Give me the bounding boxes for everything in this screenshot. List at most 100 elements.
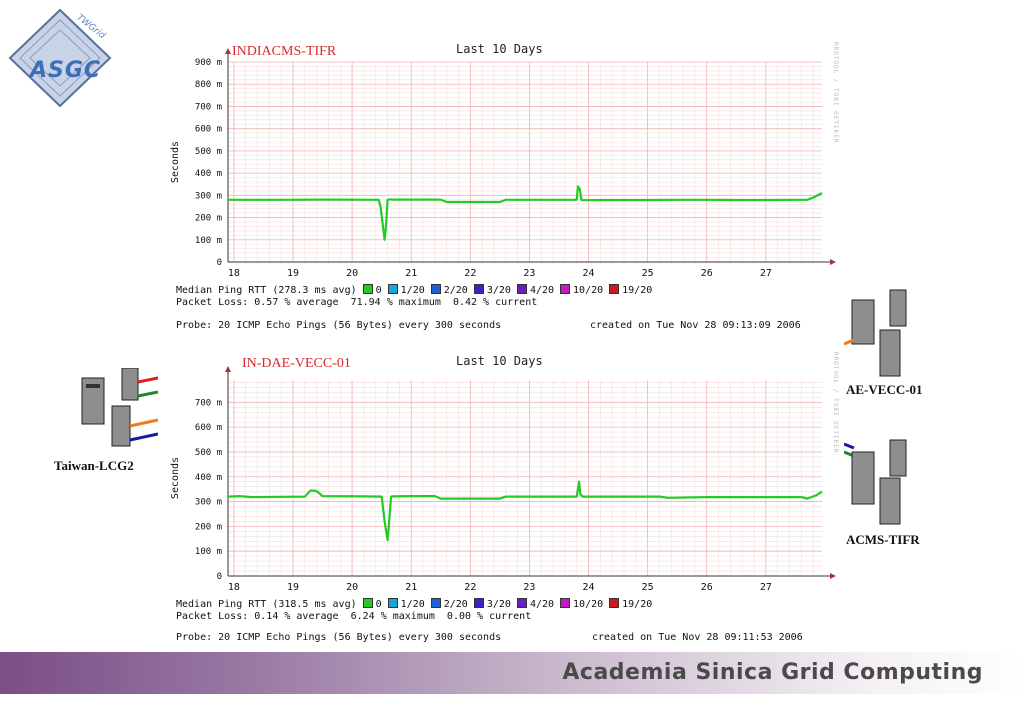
y-tick-label: 600 m	[195, 423, 222, 433]
chart-period: Last 10 Days	[456, 42, 543, 56]
legend-label: 10/20	[573, 285, 604, 296]
legend-swatch	[609, 598, 620, 608]
chart-legend: Median Ping RTT (318.5 ms avg) 0 1/20 2/20 3…	[176, 598, 652, 623]
y-tick-label: 100 m	[195, 236, 222, 246]
y-tick-label: 300 m	[195, 191, 222, 201]
loss-levels: 0 1/20 2/20 3/20 4/20 10/20 19/20	[357, 284, 653, 296]
x-tick-label: 18	[228, 268, 240, 279]
legend-label: 4/20	[529, 285, 555, 296]
legend-label: 19/20	[622, 599, 653, 610]
legend-swatch	[560, 284, 571, 294]
x-tick-label: 22	[464, 582, 476, 593]
x-tick-label: 20	[346, 582, 358, 593]
x-tick-label: 27	[760, 268, 772, 279]
x-tick-label: 24	[583, 268, 595, 279]
server-icon	[843, 289, 907, 377]
median-rtt: Median Ping RTT (278.3 ms avg)	[176, 285, 357, 296]
footer-text: Academia Sinica Grid Computing	[562, 660, 983, 685]
y-tick-label: 900 m	[195, 58, 222, 68]
probe-info: Probe: 20 ICMP Echo Pings (56 Bytes) eve…	[176, 320, 502, 331]
y-tick-label: 700 m	[195, 102, 222, 112]
x-tick-label: 19	[287, 268, 299, 279]
logo-text: ASGC	[30, 58, 102, 83]
legend-swatch	[560, 598, 571, 608]
legend-swatch	[387, 284, 398, 294]
y-tick-label: 600 m	[195, 125, 222, 135]
x-tick-label: 20	[346, 268, 358, 279]
x-tick-label: 27	[760, 582, 772, 593]
y-tick-label: 400 m	[195, 169, 222, 179]
y-tick-label: 800 m	[195, 80, 222, 90]
series-line	[227, 480, 823, 542]
y-tick-label: 700 m	[195, 398, 222, 408]
y-axis-arrow	[225, 366, 231, 372]
legend-label: 0	[375, 285, 382, 296]
y-axis-arrow	[225, 48, 231, 54]
legend-label: 3/20	[486, 285, 511, 296]
created-on: created on Tue Nov 28 09:13:09 2006	[590, 320, 801, 331]
legend-swatch	[362, 284, 373, 294]
logo-diamond-icon	[8, 8, 112, 108]
x-tick-label: 22	[464, 268, 476, 279]
legend-label: 1/20	[400, 285, 425, 296]
footer-banner: Academia Sinica Grid Computing	[0, 652, 1023, 694]
server-right-bottom	[843, 438, 914, 530]
y-tick-label: 200 m	[195, 522, 222, 532]
x-tick-label: 21	[405, 582, 417, 593]
y-tick-label: 400 m	[195, 473, 222, 483]
y-tick-label: 300 m	[195, 498, 222, 508]
legend-swatch	[609, 284, 620, 294]
y-tick-label: 200 m	[195, 214, 222, 224]
y-tick-label: 0	[217, 258, 222, 268]
x-axis-arrow	[830, 259, 836, 265]
server-icon	[843, 439, 907, 525]
y-tick-label: 0	[217, 572, 222, 582]
loss-levels: 0 1/20 2/20 3/20 4/20 10/20 19/20	[357, 598, 653, 610]
legend-label: 3/20	[486, 599, 511, 610]
x-tick-label: 23	[523, 582, 535, 593]
probe-info: Probe: 20 ICMP Echo Pings (56 Bytes) eve…	[176, 632, 502, 643]
legend-label: 0	[375, 599, 382, 610]
legend-label: 10/20	[573, 599, 604, 610]
ping-chart-2: 0 100 m 200 m 300 m 400 m 500 m 600 m 700 m 18 19…	[170, 366, 836, 593]
chart-legend: Median Ping RTT (278.3 ms avg) 0 1/20 2/20 3…	[176, 284, 652, 309]
created-on: created on Tue Nov 28 09:11:53 2006	[592, 632, 803, 643]
legend-swatch	[516, 598, 527, 608]
legend-label: 4/20	[529, 599, 555, 610]
chart-title: INDIACMS-TIFR	[232, 44, 337, 59]
rrdtool-credit: RRDTOOL / TOBI OETIKER	[832, 42, 839, 144]
x-tick-label: 23	[523, 268, 535, 279]
legend-swatch	[362, 598, 373, 608]
legend-label: 2/20	[443, 599, 468, 610]
x-tick-label: 26	[701, 268, 713, 279]
median-rtt: Median Ping RTT (318.5 ms avg)	[176, 599, 357, 610]
node-label-tifr: ACMS-TIFR	[846, 532, 920, 547]
node-label-vecc: AE-VECC-01	[846, 382, 923, 397]
legend-label: 19/20	[622, 285, 653, 296]
node-label-taiwan: Taiwan-LCG2	[54, 458, 134, 473]
x-tick-label: 24	[583, 582, 595, 593]
x-tick-label: 19	[287, 582, 299, 593]
y-axis-label: Seconds	[170, 457, 181, 499]
legend-label: 1/20	[400, 599, 425, 610]
legend-swatch	[430, 598, 441, 608]
x-tick-label: 25	[642, 268, 654, 279]
series-line	[228, 185, 823, 241]
legend-swatch	[387, 598, 398, 608]
chart-title: IN-DAE-VECC-01	[242, 356, 351, 371]
server-right-top	[843, 288, 914, 383]
chart-period: Last 10 Days	[456, 354, 543, 368]
ping-chart-1: 0 100 m 200 m 300 m 400 m 500 m 600 m 700 m 800 …	[170, 48, 836, 279]
legend-swatch	[516, 284, 527, 294]
x-tick-label: 26	[701, 582, 713, 593]
legend-swatch	[430, 284, 441, 294]
x-tick-label: 18	[228, 582, 240, 593]
legend-swatch	[473, 598, 484, 608]
y-axis-label: Seconds	[170, 141, 181, 183]
asgc-logo: ASGC TWGrid	[8, 8, 112, 108]
chart-panel-2: IN-DAE-VECC-01 Last 10 Days RRDTOOL / TO…	[160, 346, 840, 650]
y-tick-label: 100 m	[195, 547, 222, 557]
packet-loss: Packet Loss: 0.57 % average 71.94 % maxi…	[176, 297, 538, 308]
rrdtool-credit: RRDTOOL / TOBI OETIKER	[832, 352, 839, 454]
y-tick-label: 500 m	[195, 448, 222, 458]
